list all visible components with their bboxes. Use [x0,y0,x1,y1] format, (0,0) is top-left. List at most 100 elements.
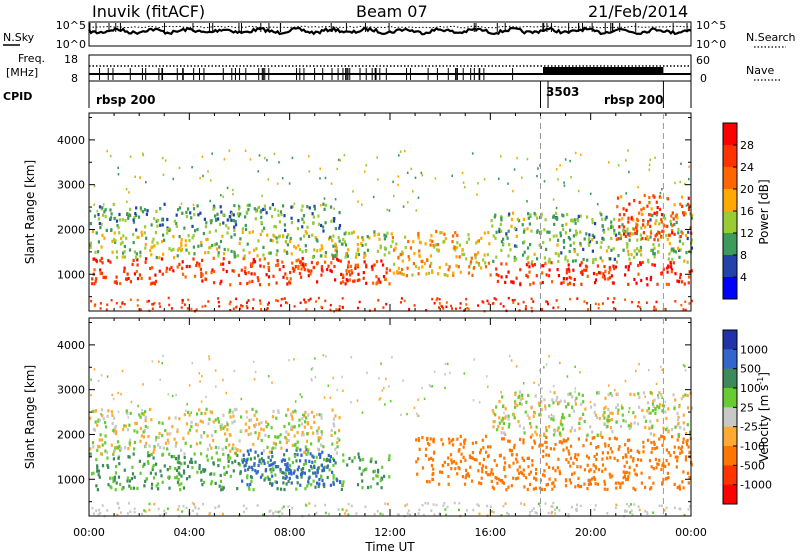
velocity-cell [522,468,525,472]
velocity-cell [487,454,490,458]
velocity-cell [151,467,154,472]
velocity-cell [574,387,577,390]
power-cell [322,229,325,233]
velocity-cell [146,426,149,430]
power-cell [567,267,570,271]
velocity-cell [515,457,518,461]
colorbar-tick-label: 4 [740,271,747,284]
velocity-cell [304,410,307,414]
velocity-cell [304,459,307,463]
power-cell [679,248,682,252]
velocity-cell [443,502,446,505]
power-cell [116,224,119,228]
velocity-cell [603,407,606,411]
velocity-cell [635,473,638,477]
velocity-cell [519,398,522,402]
velocity-cell [479,451,482,455]
velocity-cell [559,399,562,403]
velocity-cell [609,475,612,479]
velocity-cell [657,396,660,400]
velocity-cell [540,487,543,491]
velocity-cell [264,468,268,472]
velocity-cell [145,477,148,481]
velocity-cell [224,432,227,436]
velocity-cell [679,426,682,430]
power-cell [255,247,258,251]
power-cell [298,271,301,276]
power-cell [494,236,497,240]
power-cell [220,210,223,214]
velocity-cell [644,419,648,423]
power-cell [192,203,195,207]
power-cell [364,253,367,257]
freq-label-2: [MHz] [6,66,38,79]
velocity-cell [633,503,636,506]
velocity-cell [603,479,606,483]
power-cell [156,241,159,245]
velocity-cell [128,484,131,488]
power-cell [126,272,129,276]
velocity-cell [491,510,493,513]
power-cell [628,202,631,206]
power-cell [529,243,532,247]
power-cell [640,226,643,230]
velocity-cell [633,421,636,425]
y-tick-label: 1000 [57,268,85,281]
power-cell [136,263,139,267]
power-cell [276,299,279,303]
velocity-cell [285,448,288,452]
power-cell [341,297,344,300]
velocity-cell [161,421,164,425]
velocity-cell [96,464,99,468]
velocity-cell [142,430,145,434]
velocity-cell [582,412,585,416]
velocity-cell [688,476,691,480]
power-cell [152,302,155,306]
power-cell [109,216,113,220]
power-cell [214,229,217,233]
velocity-cell [334,461,337,465]
velocity-cell [212,461,215,465]
power-cell [513,298,516,302]
power-cell [127,276,130,281]
power-cell [404,246,407,250]
x-axis-label: Time UT [364,540,415,554]
velocity-cell [628,438,631,442]
power-cell [236,254,240,258]
power-cell [348,269,351,274]
power-cell [391,236,394,240]
power-cell [199,211,202,215]
power-cell [625,159,627,162]
velocity-cell [407,509,410,512]
velocity-cell [526,487,529,492]
velocity-cell [459,459,462,464]
velocity-cell [587,456,590,460]
velocity-cell [205,454,208,458]
velocity-cell [266,475,269,479]
velocity-cell [298,424,301,428]
power-cell [670,249,673,253]
velocity-cell [250,475,253,479]
power-cell [266,303,269,306]
velocity-cell [584,407,587,411]
power-cell [531,260,534,264]
power-cell [586,215,589,219]
power-cell [295,259,298,263]
velocity-cell [291,417,294,421]
power-cell [592,260,595,264]
velocity-cell [621,406,624,410]
power-cell [164,159,167,162]
velocity-cell [277,465,280,469]
power-cell [276,240,279,244]
power-cell [466,307,469,310]
power-cell [189,211,192,215]
power-cell [533,252,536,256]
power-cell [556,268,559,272]
power-cell [153,301,156,305]
power-cell [497,273,500,278]
velocity-cell [522,458,525,462]
power-cell [219,239,223,244]
velocity-cell [386,502,389,506]
power-cell [541,271,544,275]
velocity-cell [279,440,282,444]
